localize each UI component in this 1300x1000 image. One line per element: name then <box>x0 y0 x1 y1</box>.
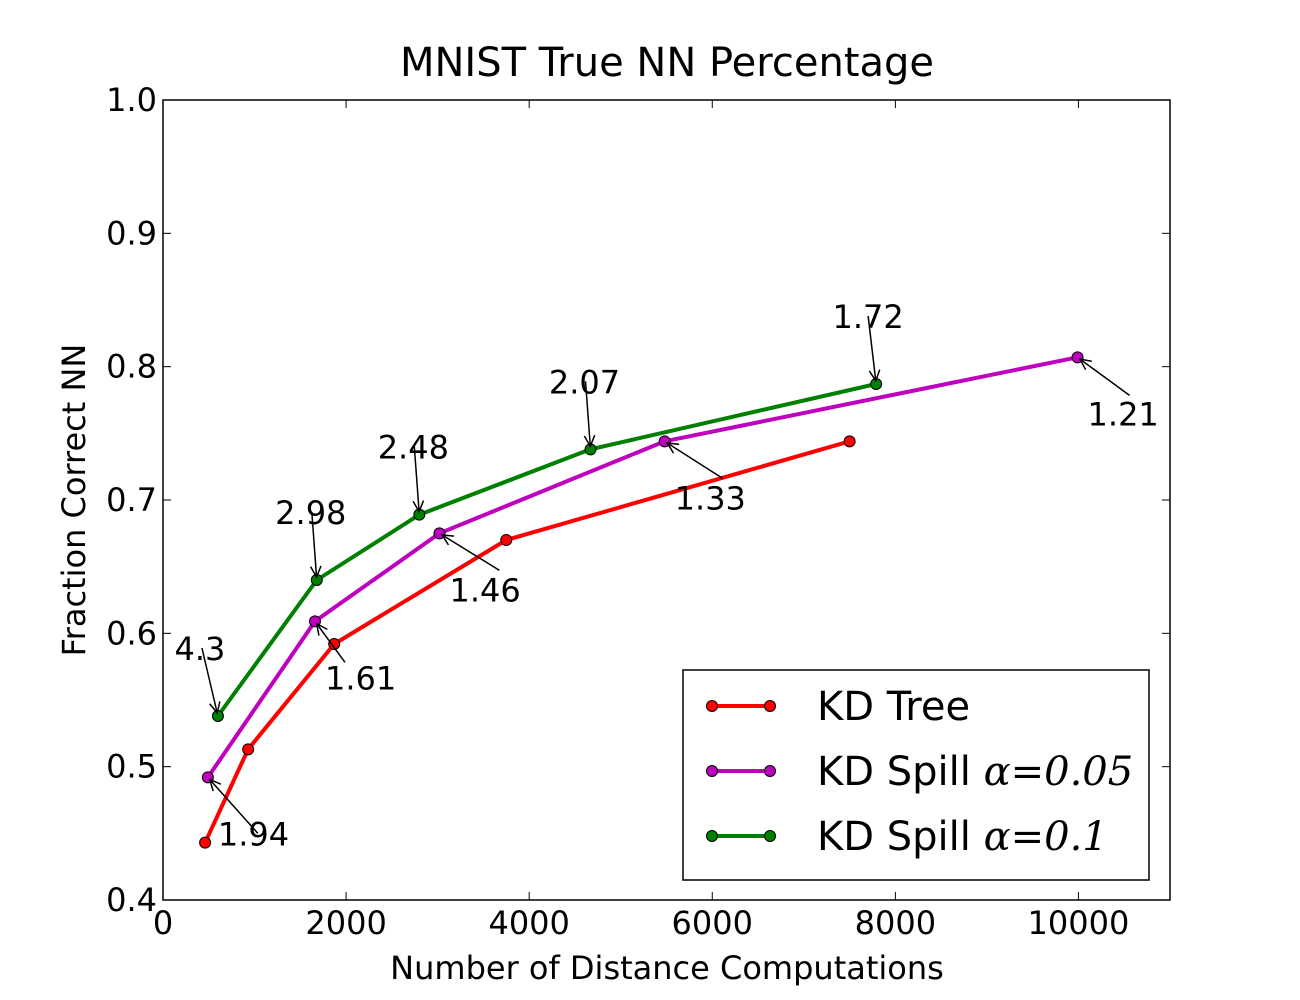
annotation-arrow <box>441 534 500 571</box>
x-tick-label: 6000 <box>672 904 753 942</box>
annotation-arrow <box>311 511 318 578</box>
y-tick-label: 0.5 <box>106 748 157 786</box>
annotation-label: 4.3 <box>174 630 225 668</box>
annotation-label: 1.46 <box>449 571 520 609</box>
axis-ticks: 0 2000 4000 6000 8000 10000 0.4 0.5 0.6 0.7 0.8 0.9… <box>106 81 1170 942</box>
y-tick-label: 0.6 <box>106 614 157 652</box>
annotation-arrowhead <box>309 565 322 579</box>
y-tick-label: 0.9 <box>106 214 157 252</box>
annotation-label: 1.72 <box>833 298 904 336</box>
annotation-arrow <box>209 779 259 834</box>
legend-marker <box>764 700 776 712</box>
legend-label: KD Tree <box>817 684 970 730</box>
y-axis-label: Fraction Correct NN <box>55 344 93 657</box>
legend-marker <box>764 765 776 777</box>
x-tick-label: 2000 <box>305 904 386 942</box>
legend-label-prefix: KD Spill <box>817 749 984 795</box>
x-tick-label: 0 <box>153 904 173 942</box>
legend-label-math: α=0.05 <box>984 749 1134 795</box>
legend-label-math: α=0.1 <box>984 814 1108 860</box>
annotation-arrowhead <box>208 778 222 792</box>
legend-label: KD Spill α=0.1 <box>817 814 1108 860</box>
annotation-label: 2.98 <box>275 494 346 532</box>
annotation-label: 2.07 <box>549 363 620 401</box>
annotation-arrow <box>316 623 346 663</box>
y-tick-label: 0.7 <box>106 481 157 519</box>
annotation-arrow <box>413 446 420 512</box>
annotation-arrowhead <box>583 434 596 449</box>
annotation-arrowhead <box>315 622 328 636</box>
data-point <box>242 743 255 756</box>
annotation-arrowhead <box>868 369 881 383</box>
series-layer <box>199 351 1084 849</box>
annotation-label: 2.48 <box>378 429 449 467</box>
legend-marker <box>764 830 776 842</box>
data-point <box>328 638 341 650</box>
data-point <box>500 534 513 546</box>
annotation-arrow <box>1079 358 1130 396</box>
annotation-arrowhead <box>440 534 455 546</box>
legend-marker <box>706 830 718 842</box>
y-tick-label: 1.0 <box>106 81 157 119</box>
x-axis-label: Number of Distance Computations <box>390 949 944 987</box>
annotation-arrowhead <box>1078 358 1092 371</box>
annotation-arrow <box>867 315 877 382</box>
chart-title: MNIST True NN Percentage <box>400 40 934 86</box>
annotations-layer: 4.3 2.98 2.48 2.07 1.72 1.94 1.61 1.46 1.33 1.21 <box>174 298 1158 853</box>
x-tick-label: 10000 <box>1028 904 1130 942</box>
x-tick-label: 8000 <box>855 904 936 942</box>
legend-marker <box>706 700 718 712</box>
legend-label: KD Spill α=0.05 <box>817 749 1133 795</box>
data-point <box>843 435 856 448</box>
annotation-arrow <box>584 381 592 447</box>
y-tick-label: 0.8 <box>106 348 157 386</box>
legend-label-prefix: KD Spill <box>817 814 984 860</box>
annotation-arrowhead <box>412 500 425 514</box>
legend-box <box>682 669 1150 881</box>
annotation-label: 1.94 <box>218 815 289 853</box>
annotation-arrowhead <box>665 442 680 454</box>
legend-label-prefix: KD Tree <box>817 684 970 730</box>
annotation-arrowhead <box>209 701 221 715</box>
y-tick-label: 0.4 <box>106 881 157 919</box>
legend-marker <box>706 765 718 777</box>
annotation-label: 1.61 <box>325 659 396 697</box>
annotation-label: 1.33 <box>675 479 746 517</box>
x-tick-label: 4000 <box>488 904 569 942</box>
annotation-arrow <box>666 442 724 479</box>
annotation-label: 1.21 <box>1088 395 1159 433</box>
annotation-arrow <box>201 647 218 714</box>
data-point <box>199 836 212 849</box>
